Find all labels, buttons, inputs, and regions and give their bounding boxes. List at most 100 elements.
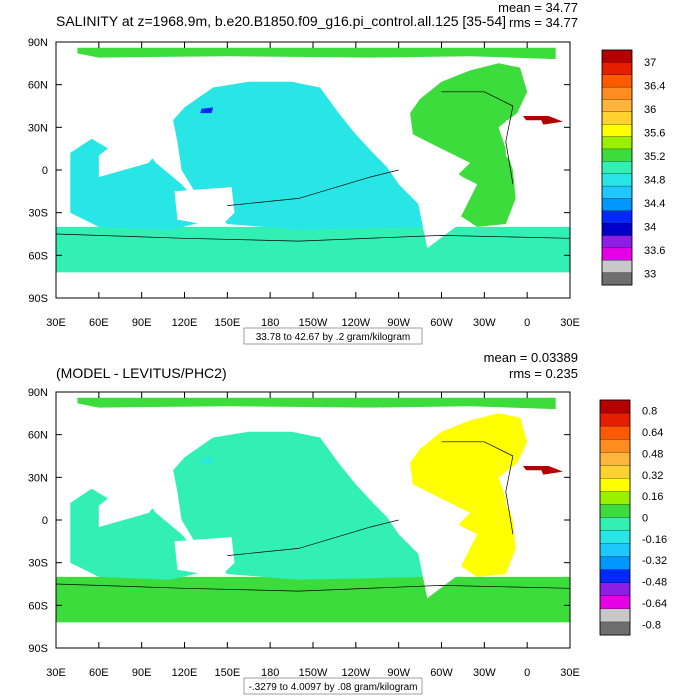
colorbar-swatch: [601, 148, 633, 162]
range-label: 33.78 to 42.67 by .2 gram/kilogram: [256, 332, 411, 343]
ocean-region-southern: [56, 576, 570, 623]
ocean-region-patch: [200, 457, 214, 464]
x-tick-label: 120W: [341, 317, 370, 329]
y-tick-label: 60N: [28, 80, 48, 92]
panel-2: 30E 60E 90E 120E 150E 180 150W 120W 90W 60W 30W 0 30…: [28, 350, 667, 695]
x-tick-label: 90W: [387, 667, 410, 679]
y-tick-label: 90N: [28, 387, 48, 399]
colorbar-frame: [599, 399, 631, 636]
contour-line: [55, 583, 571, 592]
ocean-region-pacific: [173, 431, 428, 580]
panel-1: 30E 60E 90E 120E 150E 180 150W 120W 90W 60W 30W 0 30…: [28, 0, 665, 345]
colorbar-label: 34.8: [644, 174, 665, 186]
x-tick-label: 30E: [46, 667, 66, 679]
colorbar-swatch: [599, 517, 631, 532]
colorbar-label: 33.6: [644, 245, 665, 257]
y-tick-label: 0: [42, 165, 48, 177]
ocean-region-atlantic: [410, 413, 528, 577]
colorbar-frame: [601, 49, 633, 286]
land-mask: [98, 130, 164, 178]
colorbar-label: 33: [644, 268, 656, 280]
colorbar-swatch: [601, 161, 633, 175]
colorbar-swatch: [601, 49, 633, 63]
colorbar-label: 35.2: [644, 151, 665, 163]
y-tick-label: 90S: [28, 643, 48, 655]
colorbar-label: -0.48: [642, 577, 667, 589]
x-tick-label: 150E: [214, 317, 240, 329]
ocean-region-atlantic: [410, 63, 528, 227]
y-tick-label: 0: [42, 515, 48, 527]
x-tick-label: 0: [524, 317, 530, 329]
colorbar-swatch: [599, 556, 631, 571]
colorbar-swatch: [601, 247, 633, 261]
colorbar-label: 0.8: [642, 406, 657, 418]
colorbar-label: -0.32: [642, 555, 667, 567]
colorbar-swatch: [599, 530, 631, 545]
x-tick-label: 90W: [387, 317, 410, 329]
mean-label: mean = 34.77: [498, 0, 578, 15]
colorbar-swatch: [601, 86, 633, 100]
land-mask: [505, 120, 570, 220]
contour-line: [441, 441, 514, 535]
chart-title: (MODEL - LEVITUS/PHC2): [56, 365, 227, 381]
colorbar-swatch: [601, 235, 633, 249]
range-label: -.3279 to 4.0097 by .08 gram/kilogram: [249, 682, 418, 693]
mean-label: mean = 0.03389: [484, 350, 578, 365]
colorbar-swatch: [601, 223, 633, 236]
x-tick-label: 180: [261, 667, 279, 679]
contour-line: [55, 233, 571, 242]
x-tick-label: 180: [261, 317, 279, 329]
ocean-region-arctic: [77, 47, 556, 60]
range-box: [243, 677, 423, 695]
x-tick-label: 120W: [341, 667, 370, 679]
colorbar-swatch: [599, 491, 631, 505]
colorbar-swatch: [599, 452, 631, 466]
colorbar-label: 0.16: [642, 491, 663, 503]
colorbar-swatch: [599, 595, 631, 610]
colorbar-swatch: [599, 504, 631, 518]
land-mask: [398, 502, 478, 599]
y-tick-label: 30S: [28, 558, 48, 570]
land-mask: [174, 187, 235, 227]
land-mask: [505, 470, 570, 570]
chart-title: SALINITY at z=1968.9m, b.e20.B1850.f09_g…: [56, 13, 506, 29]
colorbar-label: 0.64: [642, 427, 663, 439]
land-mask: [398, 152, 478, 249]
colorbar-swatch: [599, 439, 631, 453]
x-tick-label: 30E: [560, 667, 580, 679]
colorbar-label: 0.48: [642, 448, 663, 460]
x-tick-label: 150W: [299, 667, 328, 679]
colorbar-label: 36: [644, 104, 656, 116]
land-mask: [174, 537, 235, 577]
contour-line: [227, 519, 399, 556]
colorbar-label: 36.4: [644, 80, 665, 92]
colorbar-swatch: [601, 210, 633, 224]
colorbar-swatch: [601, 99, 633, 113]
colorbar-label: 34: [644, 221, 656, 233]
colorbar-swatch: [601, 124, 633, 138]
y-tick-label: 60S: [28, 250, 48, 262]
y-tick-label: 30S: [28, 208, 48, 220]
colorbar-label: -0.64: [642, 598, 667, 610]
ocean-region-pacific: [173, 81, 428, 230]
x-tick-label: 90E: [132, 667, 152, 679]
rms-label: rms = 34.77: [509, 15, 578, 30]
y-tick-label: 90N: [28, 37, 48, 49]
rms-label: rms = 0.235: [509, 366, 578, 381]
ocean-region-arctic: [77, 397, 556, 410]
x-tick-label: 60E: [89, 317, 109, 329]
x-tick-label: 120E: [172, 317, 198, 329]
colorbar-label: -0.8: [642, 619, 661, 631]
x-tick-label: 60E: [89, 667, 109, 679]
x-tick-label: 30E: [560, 317, 580, 329]
y-tick-label: 30N: [28, 122, 48, 134]
colorbar-swatch: [599, 621, 631, 636]
colorbar-swatch: [599, 582, 631, 597]
colorbar-swatch: [601, 173, 633, 187]
colorbar-label: 35.6: [644, 127, 665, 139]
colorbar-swatch: [601, 260, 633, 274]
colorbar-swatch: [601, 185, 633, 199]
colorbar-swatch: [601, 136, 633, 150]
range-box: [243, 327, 423, 345]
